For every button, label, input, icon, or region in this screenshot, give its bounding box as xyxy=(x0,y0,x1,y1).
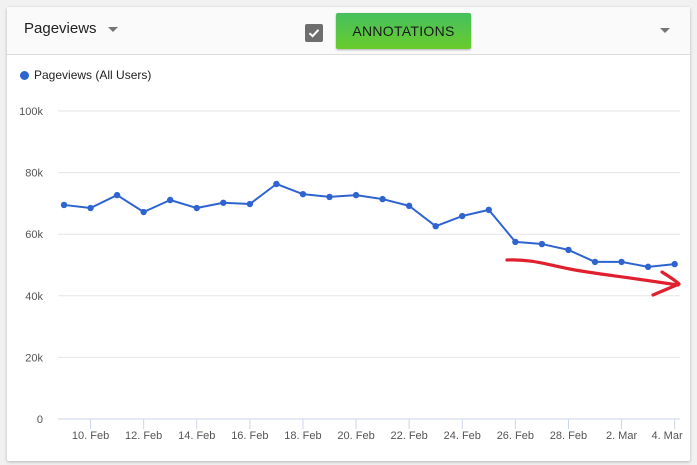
x-tick-label: 10. Feb xyxy=(72,430,109,442)
data-point[interactable] xyxy=(299,190,307,198)
data-point[interactable] xyxy=(220,199,227,206)
data-point[interactable] xyxy=(565,246,572,254)
data-point[interactable] xyxy=(644,263,652,271)
data-point[interactable] xyxy=(512,238,519,246)
data-point[interactable] xyxy=(459,212,466,220)
gridlines xyxy=(58,110,680,358)
data-point[interactable] xyxy=(113,191,121,199)
metric-label: Pageviews xyxy=(24,20,97,37)
data-point[interactable] xyxy=(140,208,147,216)
data-point[interactable] xyxy=(246,200,254,208)
x-tick-label: 22. Feb xyxy=(390,430,427,442)
chevron-down-icon xyxy=(107,26,118,32)
data-point[interactable] xyxy=(60,201,68,209)
x-tick-label: 28. Feb xyxy=(550,430,587,442)
annotation-arrow xyxy=(505,258,681,297)
y-tick-label: 0 xyxy=(37,414,43,426)
data-point[interactable] xyxy=(618,258,625,266)
y-tick-label: 80k xyxy=(25,168,43,180)
legend-dot-icon xyxy=(20,70,29,80)
legend-label: Pageviews (All Users) xyxy=(34,68,152,82)
chart-header: Pageviews ANNOTATIONS xyxy=(7,7,690,55)
checkmark-icon xyxy=(308,29,320,38)
data-point[interactable] xyxy=(273,180,280,188)
x-tick-label: 2. Mar xyxy=(606,430,638,442)
x-axis: 10. Feb 12. Feb 14. Feb 16. Feb 18. Feb 20. F… xyxy=(58,418,683,442)
data-point[interactable] xyxy=(379,195,386,203)
y-tick-label: 20k xyxy=(25,352,43,364)
data-point[interactable] xyxy=(352,191,360,199)
x-tick-label: 26. Feb xyxy=(497,430,534,442)
options-chevron-down-icon[interactable] xyxy=(660,28,670,33)
legend-item[interactable]: Pageviews (All Users) xyxy=(20,68,151,82)
data-point[interactable] xyxy=(671,260,678,268)
x-tick-label: 20. Feb xyxy=(337,430,374,442)
y-tick-label: 100k xyxy=(19,106,43,118)
x-tick-label: 24. Feb xyxy=(444,430,481,442)
x-tick-label: 14. Feb xyxy=(178,430,215,442)
series-pageviews[interactable] xyxy=(60,180,678,271)
x-tick-label: 16. Feb xyxy=(231,430,268,442)
y-tick-label: 60k xyxy=(25,229,43,241)
data-point[interactable] xyxy=(485,206,492,214)
metric-dropdown[interactable]: Pageviews xyxy=(24,20,118,37)
data-point[interactable] xyxy=(432,222,439,230)
arrow-shaft xyxy=(505,258,680,287)
x-tick-label: 18. Feb xyxy=(284,430,321,442)
data-point[interactable] xyxy=(167,196,174,204)
data-point[interactable] xyxy=(538,240,546,248)
data-point[interactable] xyxy=(87,204,94,212)
data-point[interactable] xyxy=(591,258,599,266)
y-tick-label: 40k xyxy=(25,291,43,303)
data-point[interactable] xyxy=(193,204,200,212)
annotations-button[interactable]: ANNOTATIONS xyxy=(336,13,471,49)
x-tick-label: 12. Feb xyxy=(125,430,162,442)
data-point[interactable] xyxy=(405,202,413,210)
series-line xyxy=(63,182,675,268)
y-axis: 0 20k 40k 60k 80k 100k xyxy=(19,106,43,426)
data-point[interactable] xyxy=(326,193,333,201)
x-tick-label: 4. Mar xyxy=(651,430,683,442)
arrow-head-icon xyxy=(651,270,681,297)
annotations-checkbox[interactable] xyxy=(305,24,323,42)
